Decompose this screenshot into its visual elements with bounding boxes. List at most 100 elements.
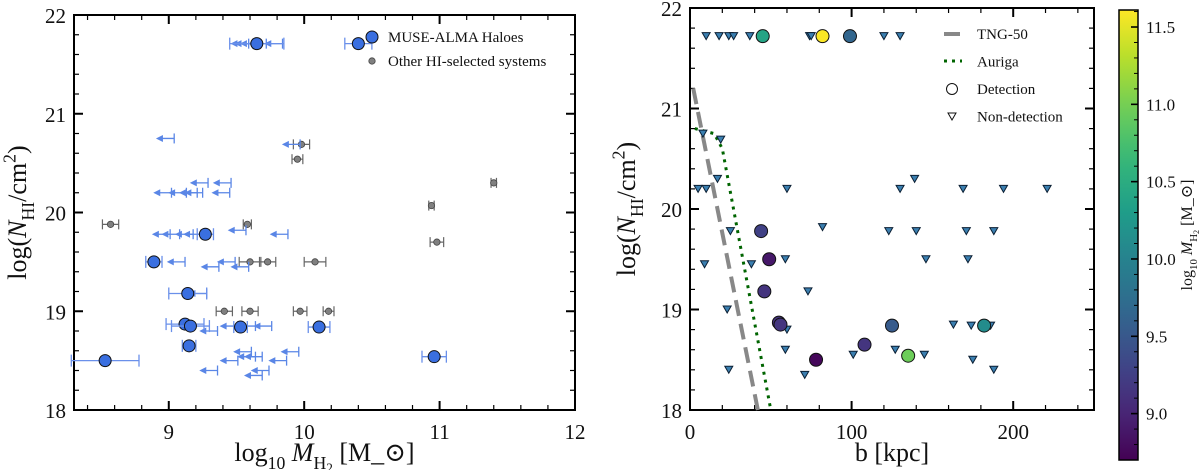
tng50-line (691, 88, 760, 411)
data-point-other (429, 237, 445, 248)
label-part: M (291, 438, 315, 467)
data-point-other (291, 154, 304, 165)
data-point-muse-alma (170, 319, 211, 333)
x-axis-label: b [kpc] (855, 438, 929, 467)
label-part: 2 (326, 461, 333, 470)
data-point-muse-alma (307, 320, 331, 334)
colorbar-label: log10​ MH2​ [M_⊙] (1179, 180, 1200, 291)
marker-triangle-down (701, 32, 712, 41)
label-part: 10 (268, 453, 286, 470)
label-part: [M_⊙] (1179, 180, 1196, 230)
label-part: log (1179, 270, 1196, 290)
data-point-other (303, 256, 327, 267)
marker-triangle-down (780, 345, 791, 355)
upper-limit-arrowhead (227, 226, 235, 234)
marker-triangle-down (998, 184, 1009, 194)
upper-limit-arrowhead (168, 189, 176, 197)
x-tick-label: 11 (429, 420, 449, 444)
marker-triangle-down (988, 227, 999, 236)
data-point-other (215, 306, 234, 317)
marker-triangle-down (911, 227, 922, 236)
marker-triangle-down (723, 365, 734, 375)
colorbar-gradient (1118, 9, 1139, 461)
data-point-muse-alma (344, 37, 373, 51)
marker-triangle-down (693, 184, 703, 194)
marker-small-circle (490, 179, 498, 187)
y-tick-label: 20 (661, 198, 682, 222)
legend: TNG-50 Auriga Detection Non-detection (944, 27, 1063, 126)
marker-small-circle (220, 307, 228, 315)
data-point-muse-alma (229, 37, 285, 51)
label-part: log( (612, 234, 641, 276)
marker-triangle-down (799, 370, 810, 380)
series-other-hi-selected (101, 139, 498, 317)
colorbar-tick-label: 11.0 (1146, 95, 1175, 114)
model-curves (691, 88, 773, 411)
marker-circle (312, 320, 326, 334)
legend-label-muse-alma: MUSE-ALMA Haloes (388, 30, 524, 46)
y-tick-label: 19 (45, 300, 66, 324)
y-tick-label: 18 (661, 399, 682, 423)
upper-limit-arrowhead (153, 189, 161, 197)
y-axis-label: log(NHI​/cm2​) (609, 142, 647, 276)
upper-limit-arrowhead (243, 353, 251, 361)
marker-circle (351, 37, 365, 51)
legend-swatch-non-detection (947, 112, 957, 122)
label-part: H (313, 453, 326, 470)
marker-circle-detection (757, 284, 772, 299)
label-part: log( (3, 238, 32, 280)
marker-triangle-down (744, 32, 755, 41)
marker-triangle-down (1042, 184, 1053, 194)
legend-label-other: Other HI-selected systems (388, 54, 546, 70)
marker-triangle-down (895, 32, 905, 41)
upper-limit-arrowhead (155, 134, 163, 142)
y-tick-label: 18 (45, 399, 66, 423)
marker-circle (183, 319, 197, 333)
marker-small-circle (243, 220, 251, 228)
marker-triangle-down (848, 350, 859, 360)
label-part: M (1179, 240, 1196, 256)
x-tick-label: 0 (685, 420, 696, 444)
marker-triangle-down (963, 255, 973, 264)
upper-limit-arrowhead (233, 348, 241, 356)
y-axis-label: log(NHI​/cm2​) (0, 145, 38, 279)
marker-small-circle (264, 258, 272, 266)
label-part: 2 (0, 154, 20, 163)
y-tick-label: 21 (661, 98, 682, 122)
marker-triangle-down (890, 345, 901, 355)
marker-circle-detection (857, 337, 872, 352)
marker-triangle-down (780, 255, 791, 264)
marker-triangle-down (948, 320, 959, 330)
non-detections (693, 32, 1053, 380)
label-part: log (234, 438, 267, 467)
data-point-muse-alma (196, 227, 215, 241)
marker-circle (234, 320, 248, 334)
label-part: b [kpc] (855, 438, 929, 467)
marker-circle (147, 255, 161, 269)
upper-limit-arrowhead (151, 230, 159, 238)
upper-limit-arrowhead (280, 348, 288, 356)
upper-limit-arrowhead (166, 258, 174, 266)
marker-triangle-down (714, 32, 724, 41)
upper-limit-arrowhead (199, 327, 207, 335)
colorbar-tick-label: 9.0 (1146, 405, 1167, 424)
marker-small-circle (246, 307, 254, 315)
colorbar-tick-label: 10.0 (1146, 250, 1176, 269)
legend-label-detection: Detection (977, 82, 1036, 98)
ticks (74, 14, 576, 411)
marker-small-circle (246, 258, 254, 266)
upper-limit-arrowhead (237, 353, 245, 361)
marker-circle-detection (809, 352, 824, 367)
marker-triangle-down (895, 184, 905, 194)
legend-swatch-detection (946, 83, 958, 95)
marker-triangle-down (958, 184, 968, 194)
colorbar: 9.0 9.5 10.0 10.5 11.0 11.5 log10​ MH2​ [M_⊙] (1118, 9, 1200, 461)
marker-circle (98, 354, 112, 368)
legend-marker-muse-alma (365, 30, 379, 44)
y-tick-label: 22 (661, 0, 682, 21)
label-part: N (3, 219, 32, 239)
label-part: /cm (612, 159, 641, 198)
marker-triangle-down (803, 287, 813, 296)
y-tick-label: 19 (661, 299, 682, 323)
